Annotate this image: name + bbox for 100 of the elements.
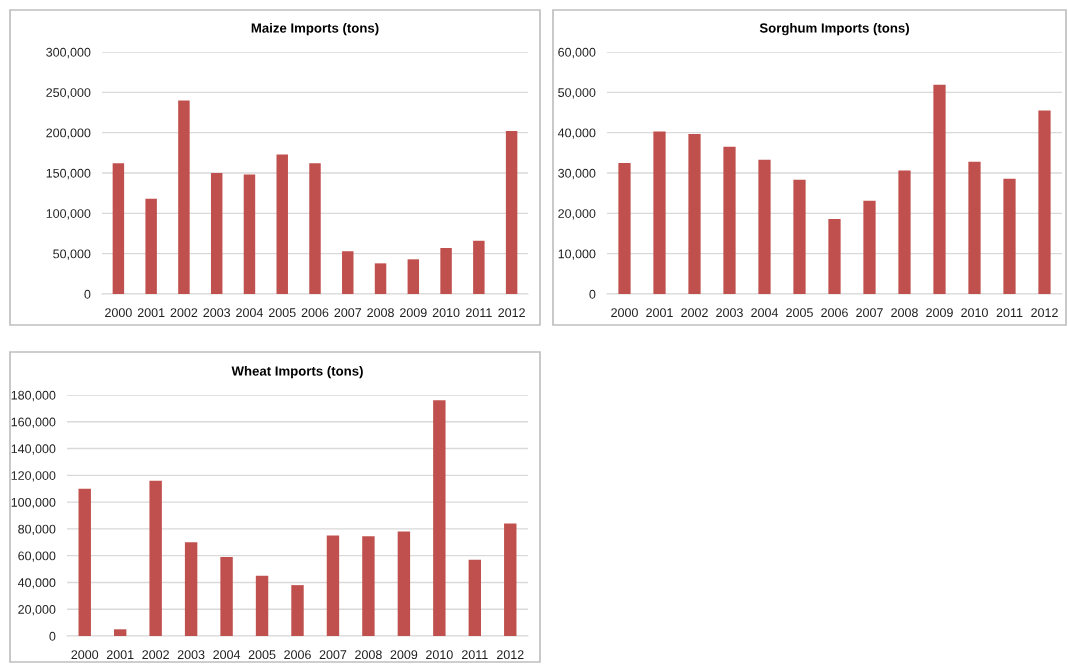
- x-tick-label: 2000: [71, 650, 99, 660]
- x-tick-label: 2007: [334, 308, 362, 318]
- bar: [968, 161, 981, 294]
- x-tick-label: 2002: [142, 650, 169, 660]
- bar: [898, 170, 911, 294]
- y-tick-label: 20,000: [18, 605, 56, 616]
- y-tick-label: 0: [49, 631, 56, 641]
- bar: [178, 100, 190, 294]
- bar: [78, 488, 91, 636]
- bar: [433, 400, 446, 636]
- y-tick-label: 50,000: [53, 249, 91, 260]
- bar: [828, 218, 841, 294]
- bar: [407, 259, 420, 294]
- x-tick-label: 2000: [611, 308, 638, 318]
- bar: [397, 531, 411, 636]
- x-tick-label: 2008: [891, 308, 918, 318]
- y-tick-label: 40,000: [17, 578, 56, 589]
- y-tick-label: 120,000: [11, 471, 56, 482]
- y-tick-label: 150,000: [46, 168, 91, 180]
- bar: [1038, 110, 1051, 294]
- x-tick-label: 2003: [203, 308, 231, 318]
- chart-title: Wheat Imports (tons): [231, 365, 363, 379]
- y-tick-label: 160,000: [11, 417, 56, 428]
- bar: [758, 159, 771, 294]
- x-tick-label: 2012: [1031, 308, 1058, 318]
- y-tick-label: 180,000: [11, 390, 56, 402]
- x-tick-label: 2004: [236, 308, 263, 318]
- bar: [933, 84, 946, 294]
- y-tick-label: 40,000: [557, 128, 596, 139]
- x-tick-label: 2011: [996, 308, 1023, 318]
- bar: [184, 542, 198, 636]
- x-tick-label: 2006: [301, 308, 329, 318]
- bar: [504, 523, 517, 636]
- bar: [113, 629, 127, 636]
- bar: [653, 131, 666, 294]
- bar: [863, 200, 876, 294]
- y-tick-label: 0: [84, 289, 91, 299]
- x-tick-label: 2010: [426, 650, 453, 660]
- bar: [276, 154, 288, 294]
- bar: [255, 575, 269, 636]
- y-tick-label: 200,000: [46, 128, 91, 139]
- chart-title: Sorghum Imports (tons): [759, 22, 909, 36]
- x-tick-label: 2007: [319, 650, 347, 660]
- x-tick-label: 2008: [355, 650, 382, 660]
- y-tick-label: 20,000: [558, 209, 596, 220]
- x-tick-label: 2006: [284, 650, 311, 660]
- y-tick-label: 100,000: [11, 497, 56, 509]
- bar: [220, 557, 233, 636]
- bar: [309, 163, 321, 294]
- y-tick-label: 100,000: [46, 209, 91, 220]
- x-tick-label: 2008: [367, 308, 394, 318]
- x-tick-label: 2010: [432, 308, 460, 318]
- x-tick-label: 2006: [821, 308, 848, 318]
- x-tick-label: 2011: [466, 308, 492, 318]
- bar: [210, 173, 223, 294]
- bar: [291, 585, 304, 636]
- chart-title: Maize Imports (tons): [251, 22, 379, 36]
- y-tick-label: 140,000: [11, 444, 56, 455]
- bar: [793, 179, 806, 294]
- x-tick-label: 2005: [268, 308, 296, 318]
- x-tick-label: 2000: [105, 308, 132, 318]
- x-tick-label: 2001: [137, 308, 165, 318]
- x-tick-label: 2001: [646, 308, 673, 318]
- bar: [473, 240, 485, 294]
- bar: [342, 251, 354, 294]
- x-tick-label: 2001: [106, 650, 134, 660]
- y-tick-label: 80,000: [18, 524, 56, 536]
- y-tick-label: 300,000: [46, 47, 91, 59]
- x-tick-label: 2009: [926, 308, 953, 318]
- x-tick-label: 2003: [177, 650, 205, 660]
- bar: [1003, 178, 1016, 294]
- x-tick-label: 2009: [390, 650, 418, 660]
- bar: [374, 263, 387, 294]
- bar: [112, 163, 125, 294]
- bar: [618, 162, 631, 294]
- y-tick-label: 60,000: [18, 551, 56, 562]
- x-tick-label: 2005: [248, 650, 276, 660]
- x-tick-label: 2012: [498, 308, 525, 318]
- bar: [243, 174, 256, 294]
- bar: [145, 198, 157, 294]
- y-tick-label: 50,000: [558, 88, 596, 99]
- y-tick-label: 0: [589, 289, 596, 299]
- bar: [505, 131, 518, 294]
- bar: [149, 480, 162, 636]
- x-tick-label: 2010: [961, 308, 988, 318]
- x-tick-label: 2004: [751, 308, 779, 318]
- bar: [362, 536, 375, 636]
- x-tick-label: 2002: [170, 308, 198, 318]
- x-tick-label: 2005: [786, 308, 813, 318]
- bar: [326, 535, 340, 636]
- x-tick-label: 2012: [497, 650, 524, 660]
- x-tick-label: 2003: [716, 308, 743, 318]
- x-tick-label: 2007: [856, 308, 883, 318]
- y-tick-label: 30,000: [558, 168, 596, 180]
- x-tick-label: 2009: [400, 308, 427, 318]
- x-tick-label: 2011: [462, 650, 488, 660]
- y-tick-label: 10,000: [558, 249, 596, 260]
- bar: [440, 248, 452, 294]
- bar: [688, 133, 701, 294]
- y-tick-label: 250,000: [46, 88, 91, 99]
